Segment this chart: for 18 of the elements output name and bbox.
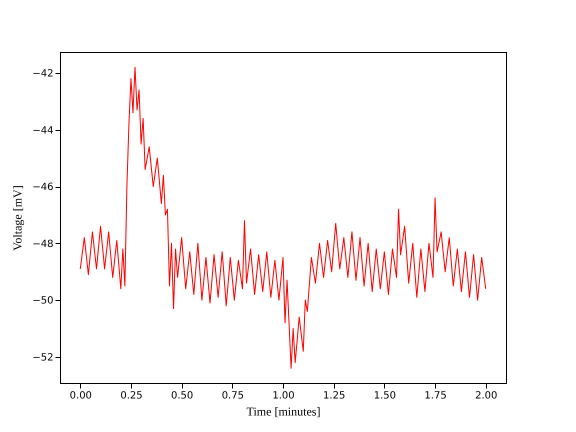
x-tick-label: 1.75 [424, 390, 447, 402]
x-tick-label: 2.00 [475, 390, 498, 402]
x-tick-label: 0.00 [70, 390, 92, 402]
line-series [80, 66, 486, 369]
x-tick-label: 1.50 [374, 390, 396, 402]
y-axis-title: Voltage [mV] [10, 185, 24, 251]
x-tick-label: 1.25 [323, 390, 346, 402]
y-tick-label: −50 [32, 296, 54, 307]
y-tick-label: −44 [32, 125, 54, 136]
x-tick-label: 0.50 [171, 390, 194, 402]
x-tick-label: 0.75 [222, 390, 244, 402]
x-tick-label: 0.25 [120, 390, 143, 402]
y-tick-label: −52 [32, 352, 54, 364]
y-tick-label: −42 [32, 68, 54, 80]
x-axis-title: Time [minutes] [246, 404, 320, 418]
y-tick-label: −46 [32, 182, 54, 194]
y-tick-label: −48 [32, 238, 54, 250]
x-tick-label: 1.00 [272, 390, 295, 402]
